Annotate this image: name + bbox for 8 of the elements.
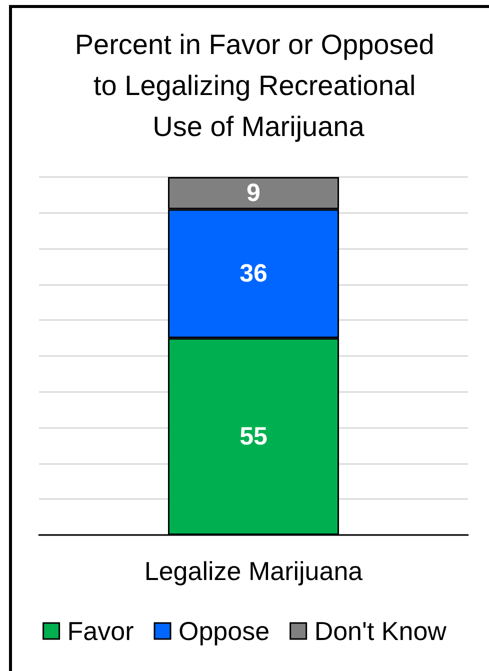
data-label: 9 [246,179,260,208]
legend-label: Don't Know [314,616,447,646]
legend-label: Oppose [178,616,270,646]
data-label: 36 [240,260,268,288]
legend-label: Favor [67,616,134,646]
chart-title: Percent in Favor or Opposed to Legalizing Recreational Use of Marijuana [74,29,442,142]
x-tick-label: Legalize Marijuana [144,556,364,586]
data-label: 55 [240,422,268,451]
